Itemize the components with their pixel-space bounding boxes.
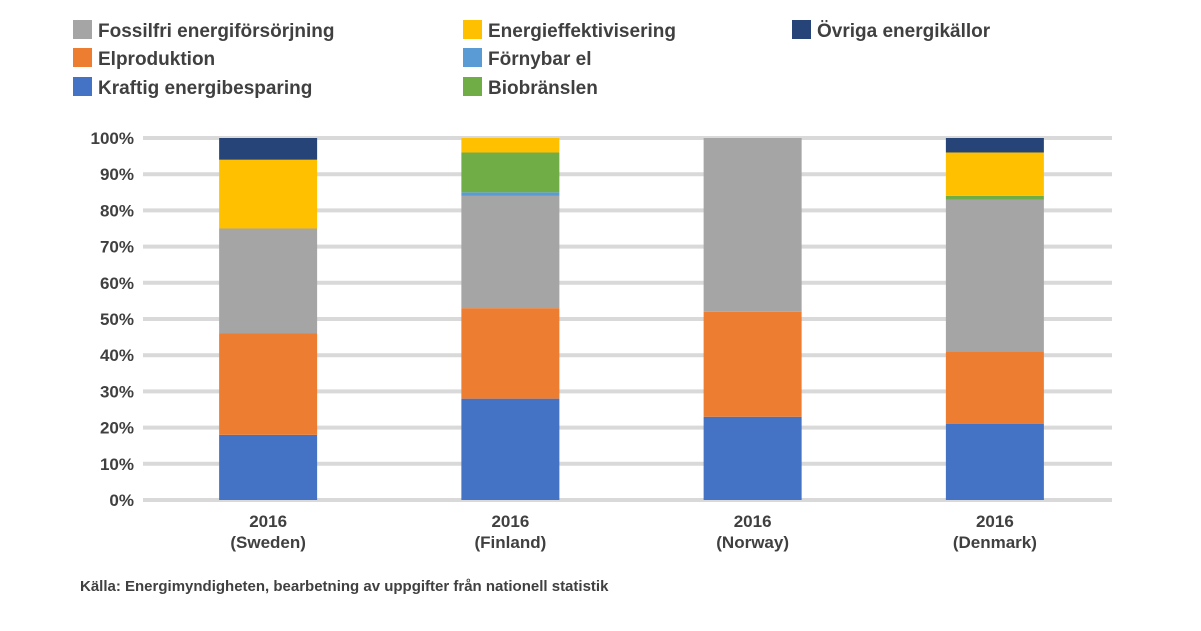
x-category-label: 2016	[734, 512, 772, 531]
bar-segment	[219, 228, 318, 334]
y-tick-label: 70%	[100, 238, 134, 257]
legend-label: Kraftig energibesparing	[98, 78, 312, 99]
legend-swatch	[73, 77, 92, 96]
bars	[219, 138, 1044, 500]
bar-segment	[461, 195, 560, 309]
bar-segment	[945, 195, 1044, 200]
legend-label: Förnybar el	[488, 49, 591, 70]
x-category-label: 2016	[249, 512, 287, 531]
legend-swatch	[73, 48, 92, 67]
bar-segment	[461, 152, 560, 193]
y-tick-label: 10%	[100, 455, 134, 474]
bar-segment	[703, 138, 802, 312]
bar-segment	[461, 308, 560, 399]
legend-label: Elproduktion	[98, 49, 215, 70]
bar-segment	[703, 311, 802, 417]
bar-segment	[461, 398, 560, 500]
y-tick-label: 60%	[100, 274, 134, 293]
legend-swatch	[463, 48, 482, 67]
legend-swatch	[463, 20, 482, 39]
y-tick-label: 0%	[109, 491, 134, 510]
x-category-label: (Sweden)	[230, 533, 306, 552]
x-axis: 2016 (Sweden) 2016 (Finland) 2016 (Norway) 201…	[230, 512, 1037, 552]
x-category-label: (Denmark)	[953, 533, 1037, 552]
y-tick-label: 80%	[100, 201, 134, 220]
legend: Fossilfri energiförsörjning Energieffekti…	[73, 20, 991, 99]
x-category-label: 2016	[491, 512, 529, 531]
bar-segment	[219, 333, 318, 435]
bar-segment	[219, 138, 318, 160]
bar-segment	[945, 351, 1044, 424]
x-category-label: (Norway)	[716, 533, 789, 552]
y-tick-label: 30%	[100, 382, 134, 401]
y-tick-label: 90%	[100, 165, 134, 184]
legend-label: Fossilfri energiförsörjning	[98, 21, 334, 42]
bar-segment	[945, 199, 1044, 352]
bar-segment	[219, 434, 318, 500]
legend-label: Biobränslen	[488, 78, 598, 99]
legend-label: Energieffektivisering	[488, 21, 676, 42]
bar-segment	[461, 192, 560, 196]
x-category-label: 2016	[976, 512, 1014, 531]
legend-swatch	[463, 77, 482, 96]
y-tick-label: 100%	[91, 129, 134, 148]
bar-segment	[461, 138, 560, 153]
bar-segment	[703, 416, 802, 500]
y-tick-label: 20%	[100, 419, 134, 438]
legend-label: Övriga energikällor	[817, 21, 991, 42]
bar-segment	[945, 423, 1044, 500]
footnote: Källa: Energimyndigheten, bearbetning av…	[80, 578, 609, 595]
legend-swatch	[792, 20, 811, 39]
x-category-label: (Finland)	[474, 533, 546, 552]
y-tick-label: 50%	[100, 310, 134, 329]
bar-segment	[219, 159, 318, 229]
y-tick-label: 40%	[100, 346, 134, 365]
bar-segment	[945, 152, 1044, 196]
bar-segment	[945, 138, 1044, 153]
y-axis: 0% 10% 20% 30% 40% 50% 60% 70% 80% 90% 100%	[91, 129, 134, 510]
legend-swatch	[73, 20, 92, 39]
